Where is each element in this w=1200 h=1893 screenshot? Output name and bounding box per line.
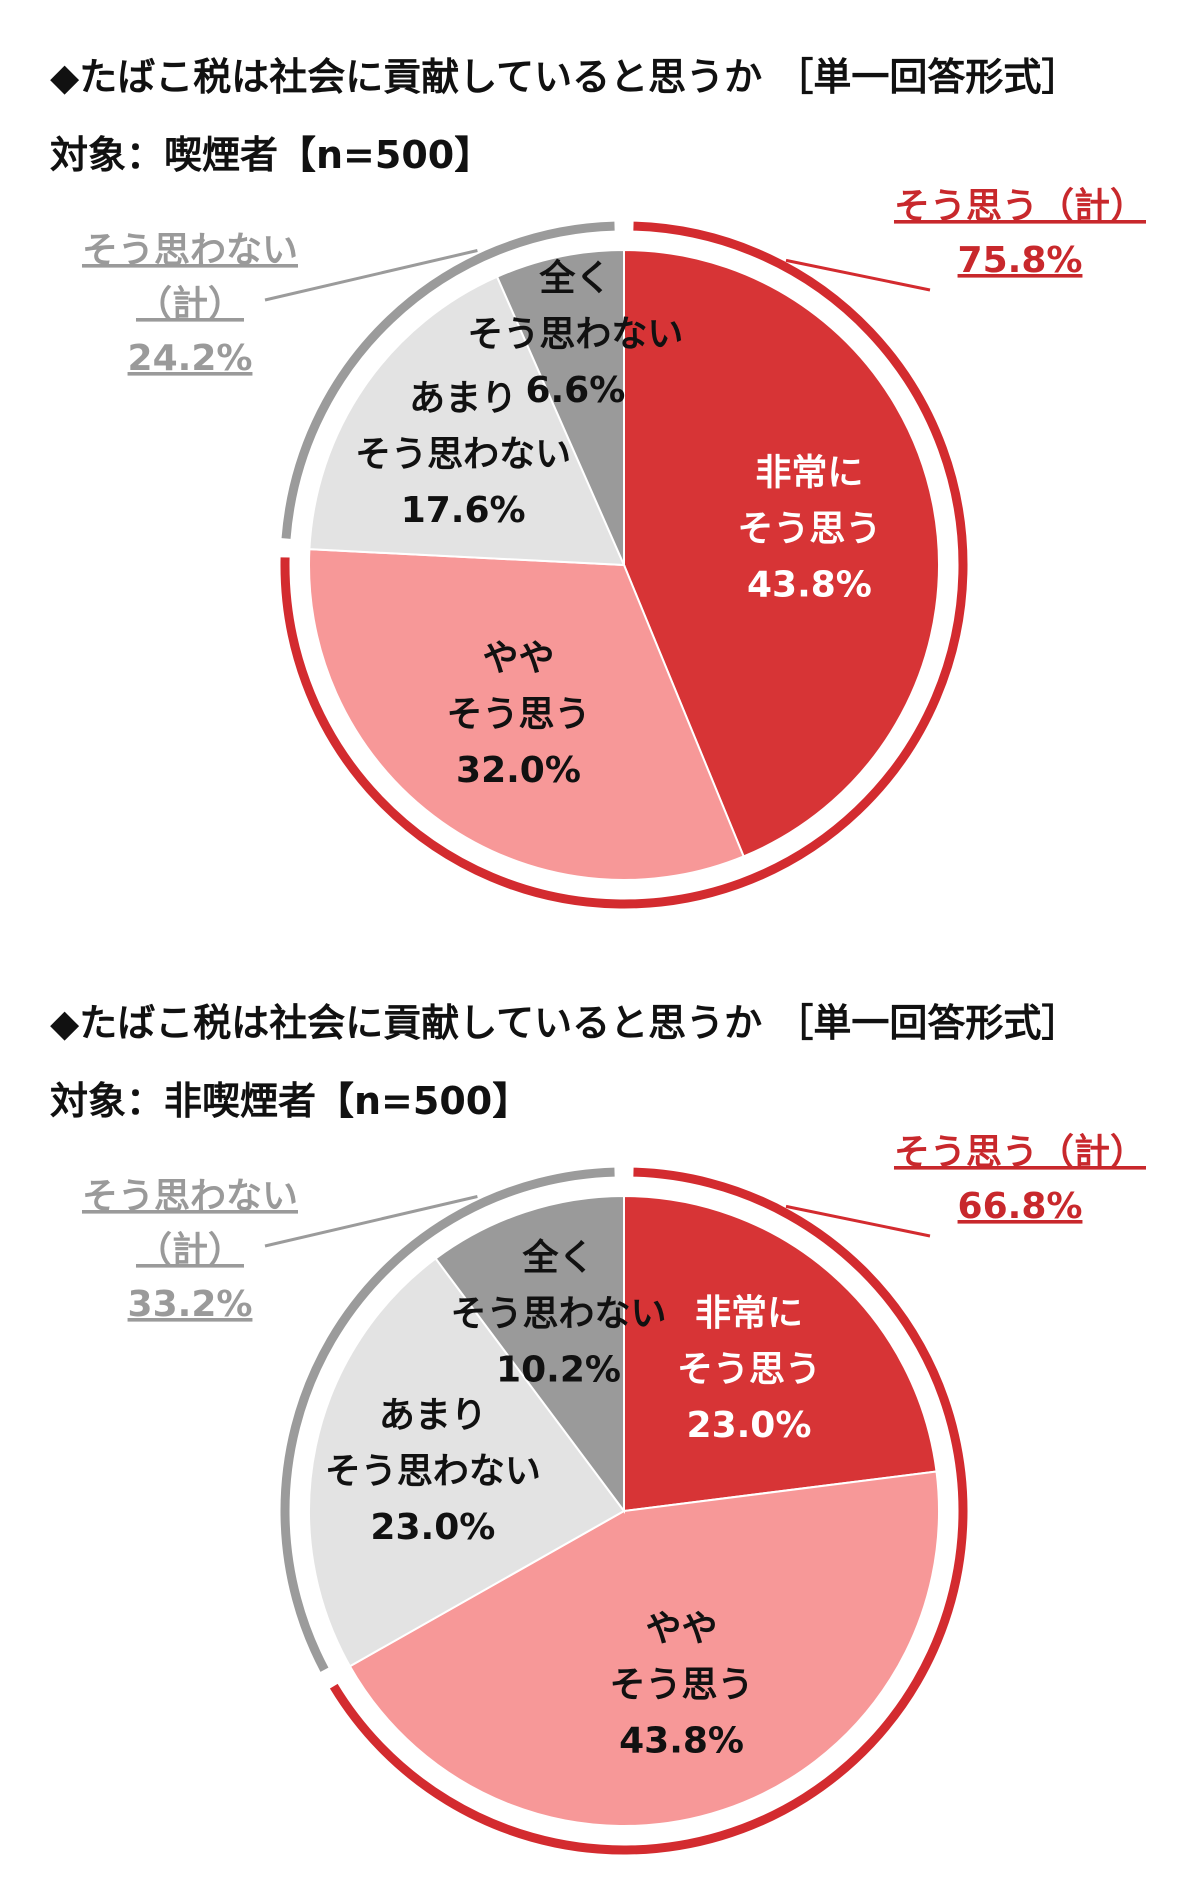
slice-not-at-all-label: 全くそう思わない 10.2% [451, 1237, 667, 1391]
group-label-disagree-total: そう思わない（計） 33.2% [82, 1176, 298, 1325]
slice-not-at-all-label: 全くそう思わない 6.6% [467, 257, 683, 411]
slice-very-agree [623, 248, 940, 858]
ring-agree-total [280, 221, 968, 909]
ring-disagree-total [281, 221, 615, 539]
slice-very-agree-label: 非常にそう思う 23.0% [677, 1293, 821, 1446]
slice-very-agree-label: 非常にそう思う 43.8% [737, 452, 881, 605]
ring-disagree-total [280, 1167, 615, 1672]
leader-line-disagree [264, 249, 478, 302]
slice-not-at-all [434, 1194, 625, 1515]
leader-line-disagree [264, 1195, 478, 1248]
group-label-agree-total: そう思う（計） 75.8% [894, 186, 1146, 281]
chart-subtitle: 対象：非喫煙者【n=500】 [50, 1079, 531, 1123]
chart-title: ◆たばこ税は社会に貢献していると思うか ［単一回答形式］ [50, 55, 1080, 99]
slice-somewhat-agree [308, 548, 745, 881]
slice-not-at-all [495, 248, 625, 566]
pie-chart-smokers: ◆たばこ税は社会に貢献していると思うか ［単一回答形式］ 対象：喫煙者【n=50… [0, 0, 1200, 946]
slice-somewhat-agree-label: ややそう思う 43.8% [610, 1608, 754, 1761]
chart-subtitle: 対象：喫煙者【n=500】 [50, 133, 493, 177]
pie-chart-non-smokers: ◆たばこ税は社会に貢献していると思うか ［単一回答形式］ 対象：非喫煙者【n=5… [0, 946, 1200, 1892]
chart-title: ◆たばこ税は社会に貢献していると思うか ［単一回答形式］ [50, 1001, 1080, 1045]
leader-line-agree [785, 258, 931, 292]
slice-not-much-label: あまりそう思わない 23.0% [325, 1395, 541, 1548]
slice-not-much [308, 275, 626, 567]
pie-svg: 非常にそう思う 23.0% ややそう思う 43.8% あまりそう思わない 23.0%全くそ… [82, 1132, 1146, 1855]
group-label-agree-total: そう思う（計） 66.8% [894, 1132, 1146, 1227]
pie-svg: 非常にそう思う 43.8% ややそう思う 32.0% あまりそう思わない 17.6%全くそ… [82, 186, 1146, 909]
leader-line-agree [785, 1204, 931, 1238]
slice-somewhat-agree-label: ややそう思う 32.0% [446, 638, 590, 791]
slice-very-agree [623, 1194, 938, 1513]
group-label-disagree-total: そう思わない（計） 24.2% [82, 230, 298, 379]
slice-not-much-label: あまりそう思わない 17.6% [355, 378, 571, 531]
slice-not-much [308, 1257, 626, 1668]
slice-somewhat-agree [348, 1470, 940, 1827]
ring-agree-total [329, 1167, 968, 1855]
